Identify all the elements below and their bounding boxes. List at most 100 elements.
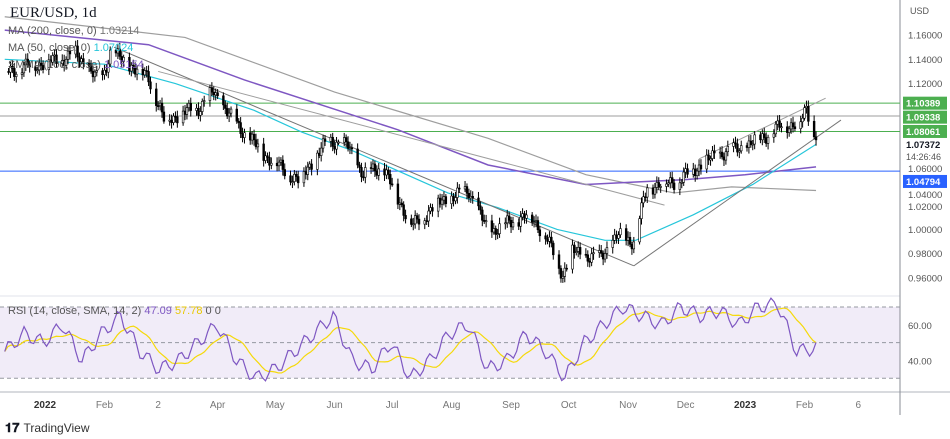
candle-body [561, 276, 565, 279]
candle-body [36, 69, 39, 72]
brand-name: TradingView [23, 421, 90, 435]
candle-body [216, 92, 219, 97]
legend-label: MA (50, close, 0) [8, 42, 91, 54]
candle-body [68, 50, 72, 55]
rsi-value: 47.09 [144, 305, 172, 317]
legend-ma50[interactable]: MA (50, close, 0) 1.07024 [8, 42, 133, 54]
candle-body [452, 195, 455, 202]
candle-body [400, 202, 403, 206]
candle-body [389, 174, 392, 185]
candle-body [630, 244, 634, 250]
candle-body [82, 58, 85, 64]
candle-body [617, 234, 620, 239]
candle-body [279, 159, 283, 163]
candle-body [483, 220, 486, 222]
candle-body [511, 222, 515, 228]
x-tick-label: Sep [502, 400, 520, 411]
candle-body [413, 215, 417, 225]
candle-body [15, 74, 18, 77]
candle-body [170, 119, 173, 123]
candle-body [705, 154, 708, 170]
x-tick-label: Oct [561, 400, 577, 411]
candle-body [335, 141, 338, 150]
candle-body [250, 133, 254, 141]
candle-body [665, 183, 668, 187]
legend-rsi[interactable]: RSI (14, close, SMA, 14, 2) 47.09 57.78 … [8, 305, 221, 317]
candle-body [149, 81, 152, 90]
candle-body [764, 137, 768, 144]
candle-body [308, 163, 311, 168]
candle-body [302, 171, 306, 184]
candle-body [87, 63, 91, 67]
candle-body [670, 177, 674, 184]
candle-body [789, 122, 793, 130]
candle-body [509, 220, 513, 228]
symbol-title: EUR/USD, 1d [10, 5, 97, 21]
candle-body [699, 164, 703, 170]
candle-body [438, 197, 442, 205]
y-tick-label: 1.16000 [908, 31, 942, 42]
candle-body [66, 50, 70, 60]
candle-body [38, 62, 41, 71]
candle-body [523, 213, 526, 219]
price-level-badge [903, 96, 947, 110]
candle-body [720, 151, 724, 158]
candle-body [321, 138, 325, 149]
candle-body [713, 150, 716, 154]
candle-body [578, 247, 582, 255]
candle-body [694, 168, 697, 177]
x-tick-label: May [266, 400, 285, 411]
candle-body [53, 54, 56, 57]
candle-body [95, 70, 98, 73]
candle-body [20, 72, 24, 75]
candle-body [807, 106, 810, 122]
candle-body [187, 103, 191, 108]
y-tick-label: 1.04000 [908, 190, 942, 201]
x-tick-label: Feb [96, 400, 114, 411]
candle-body [534, 220, 538, 222]
candle-body [506, 215, 509, 224]
candle-body [254, 139, 258, 148]
candle-body [724, 151, 728, 161]
legend-value: 1.03214 [99, 25, 140, 37]
candle-body [383, 168, 386, 176]
candle-body [107, 63, 110, 73]
x-tick-label: Apr [210, 400, 226, 411]
legend-smma100[interactable]: SMMA (100, close) 1.05154 [8, 59, 144, 71]
legend-value: 1.07024 [93, 42, 134, 54]
candle-body [682, 171, 685, 183]
candle-body [304, 171, 308, 175]
candle-body [791, 122, 795, 128]
candle-body [47, 59, 51, 71]
candle-body [415, 215, 419, 220]
candle-body [536, 220, 540, 231]
y-tick-label: 1.02000 [908, 202, 942, 213]
candle-body [686, 168, 689, 175]
candle-body [726, 146, 730, 153]
candle-body [360, 167, 363, 178]
candle-body [603, 253, 607, 260]
candle-body [385, 169, 388, 176]
legend-label: RSI (14, close, SMA, 14, 2) [8, 305, 142, 317]
legend-ma200[interactable]: MA (200, close, 0) 1.03214 [8, 25, 139, 37]
candle-body [732, 142, 735, 147]
candle-body [753, 134, 756, 145]
price-level-label: 1.10389 [906, 99, 940, 110]
tradingview-logo[interactable]: 𝟏𝟕 TradingView [5, 420, 90, 436]
candle-body [692, 168, 695, 175]
candle-body [672, 182, 676, 190]
candle-body [624, 228, 628, 241]
countdown-label: 14:26:46 [906, 152, 941, 162]
candle-body [814, 136, 818, 141]
candle-body [398, 202, 402, 205]
candle-body [270, 162, 273, 166]
candle-body [548, 236, 551, 242]
candle-body [412, 223, 415, 226]
candle-body [584, 253, 588, 256]
candle-body [669, 177, 672, 184]
rsi-extra-value: 0 [205, 305, 212, 317]
candle-body [766, 136, 770, 144]
candle-body [586, 254, 589, 262]
candle-body [552, 242, 555, 256]
